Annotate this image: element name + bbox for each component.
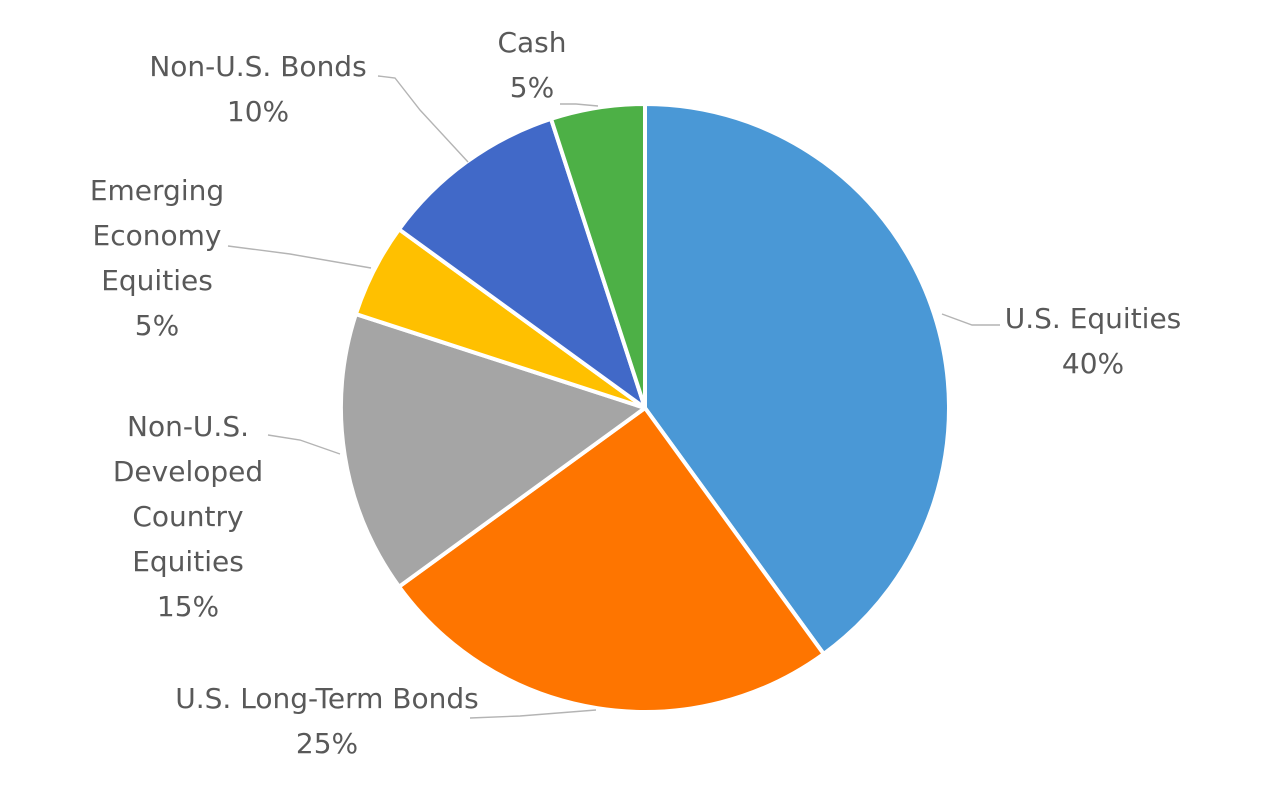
- data-label-u-s-long-term-bonds: U.S. Long-Term Bonds 25%: [175, 682, 478, 760]
- leader-line-non-u-s-developed-country-equities: [267, 434, 341, 455]
- data-label-line: Developed: [113, 455, 263, 488]
- data-label-line: U.S. Long-Term Bonds: [175, 682, 478, 715]
- data-label-cash: Cash 5%: [497, 26, 566, 104]
- leader-line-u-s-long-term-bonds: [469, 709, 597, 719]
- data-label-non-u-s-developed-country-equities: Non-U.S. Developed Country Equities 15%: [113, 410, 263, 623]
- data-label-line: Emerging: [90, 174, 224, 207]
- data-label-line: Equities: [101, 264, 213, 297]
- leader-line-non-u-s-bonds: [377, 75, 469, 163]
- pie-slice-u-s-equities: [643, 102, 951, 656]
- data-label-line: Non-U.S.: [127, 410, 249, 443]
- pie-slice-non-u-s-bonds: [397, 116, 647, 410]
- data-label-line: 5%: [510, 71, 554, 104]
- pie-slices: [339, 102, 951, 714]
- leader-line-u-s-equities: [941, 313, 1000, 326]
- data-label-line: Country: [132, 500, 243, 533]
- pie-slice-u-s-long-term-bonds: [397, 406, 826, 714]
- pie-slice-cash: [549, 102, 647, 410]
- leader-line-emerging-economy-equities: [227, 245, 372, 269]
- data-label-line: Equities: [132, 545, 244, 578]
- data-label-line: Economy: [93, 219, 222, 252]
- data-label-line: 15%: [157, 590, 219, 623]
- data-label-u-s-equities: U.S. Equities 40%: [1005, 302, 1182, 380]
- data-label-line: 25%: [296, 727, 358, 760]
- data-label-line: 40%: [1062, 347, 1124, 380]
- data-label-line: 5%: [135, 309, 179, 342]
- data-label-line: 10%: [227, 95, 289, 128]
- data-label-line: Non-U.S. Bonds: [149, 50, 366, 83]
- pie-slice-non-u-s-developed-country-equities: [339, 312, 647, 589]
- data-label-line: U.S. Equities: [1005, 302, 1182, 335]
- data-label-line: Cash: [497, 26, 566, 59]
- data-label-non-u-s-bonds: Non-U.S. Bonds 10%: [149, 50, 366, 128]
- data-label-emerging-economy-equities: Emerging Economy Equities 5%: [90, 174, 224, 342]
- leader-line-cash: [560, 103, 599, 107]
